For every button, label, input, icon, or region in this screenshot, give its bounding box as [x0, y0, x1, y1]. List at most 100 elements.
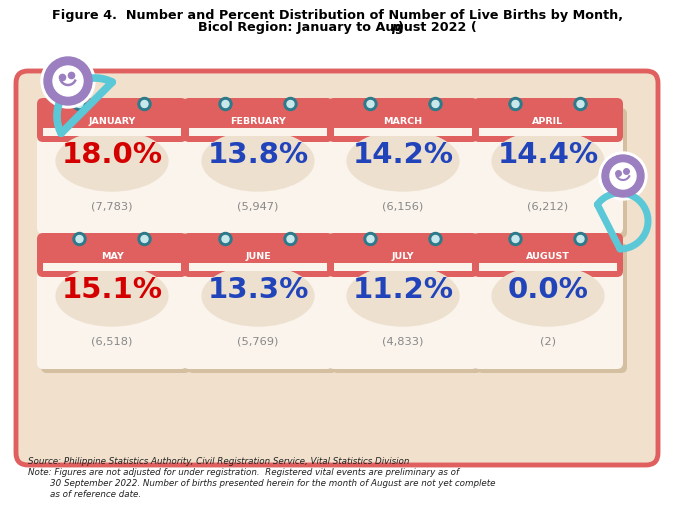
Bar [43, 245, 181, 263]
Circle shape [219, 98, 232, 110]
Circle shape [577, 236, 584, 243]
Text: as of reference date.: as of reference date. [28, 490, 141, 499]
Circle shape [432, 236, 439, 243]
Circle shape [222, 101, 229, 107]
FancyBboxPatch shape [183, 239, 333, 369]
Text: 14.2%: 14.2% [352, 141, 454, 169]
Text: (6,518): (6,518) [91, 336, 133, 346]
Bar [189, 245, 327, 263]
Text: 0.0%: 0.0% [508, 276, 589, 304]
Circle shape [610, 163, 636, 189]
FancyBboxPatch shape [41, 108, 191, 238]
Bar [189, 110, 327, 128]
FancyBboxPatch shape [328, 239, 478, 369]
Circle shape [73, 98, 86, 110]
Circle shape [574, 98, 587, 110]
FancyBboxPatch shape [41, 243, 191, 373]
FancyBboxPatch shape [187, 243, 337, 373]
Text: 30 September 2022. Number of births presented herein for the month of August are: 30 September 2022. Number of births pres… [28, 478, 495, 487]
Text: ): ) [398, 20, 404, 34]
Circle shape [76, 101, 83, 107]
Bar [479, 128, 617, 136]
Text: Bicol Region: January to August 2022 (: Bicol Region: January to August 2022 ( [198, 20, 477, 34]
Bar [479, 263, 617, 271]
Circle shape [138, 233, 151, 245]
Circle shape [53, 66, 83, 96]
FancyBboxPatch shape [332, 108, 482, 238]
Text: (5,769): (5,769) [238, 336, 279, 346]
Circle shape [512, 236, 519, 243]
Ellipse shape [55, 130, 169, 192]
FancyBboxPatch shape [37, 233, 187, 277]
Text: 13.8%: 13.8% [207, 141, 308, 169]
Text: Source: Philippine Statistics Authority, Civil Registration Service, Vital Stati: Source: Philippine Statistics Authority,… [28, 456, 409, 466]
Text: (4,833): (4,833) [382, 336, 424, 346]
Ellipse shape [491, 265, 605, 327]
Text: FEBRUARY: FEBRUARY [230, 117, 286, 126]
FancyBboxPatch shape [473, 233, 623, 277]
Circle shape [429, 233, 442, 245]
Bar [334, 110, 472, 128]
Text: 14.4%: 14.4% [497, 141, 599, 169]
Text: JULY: JULY [392, 251, 414, 261]
Circle shape [432, 101, 439, 107]
Circle shape [599, 152, 647, 200]
Text: (2): (2) [540, 336, 556, 346]
FancyBboxPatch shape [473, 104, 623, 234]
FancyBboxPatch shape [473, 239, 623, 369]
Text: MAY: MAY [101, 251, 124, 261]
Text: 11.2%: 11.2% [352, 276, 454, 304]
Circle shape [44, 57, 92, 105]
Bar [43, 263, 181, 271]
Circle shape [602, 155, 644, 197]
Bar [189, 263, 327, 271]
Circle shape [284, 233, 297, 245]
Text: 15.1%: 15.1% [61, 276, 163, 304]
Circle shape [364, 233, 377, 245]
Circle shape [574, 233, 587, 245]
Circle shape [509, 98, 522, 110]
Text: APRIL: APRIL [533, 117, 564, 126]
Circle shape [138, 98, 151, 110]
Ellipse shape [201, 130, 315, 192]
FancyBboxPatch shape [328, 104, 478, 234]
Circle shape [429, 98, 442, 110]
Ellipse shape [346, 130, 460, 192]
Text: MARCH: MARCH [383, 117, 423, 126]
FancyBboxPatch shape [183, 233, 333, 277]
Circle shape [222, 236, 229, 243]
Text: Figure 4.  Number and Percent Distribution of Number of Live Births by Month,: Figure 4. Number and Percent Distributio… [51, 9, 622, 21]
Bar [479, 110, 617, 128]
Bar [479, 245, 617, 263]
Text: (7,783): (7,783) [91, 201, 133, 211]
Text: 13.3%: 13.3% [207, 276, 308, 304]
Text: AUGUST: AUGUST [526, 251, 570, 261]
FancyBboxPatch shape [37, 104, 187, 234]
Text: JUNE: JUNE [245, 251, 271, 261]
Bar [43, 128, 181, 136]
Circle shape [367, 101, 374, 107]
Text: Note: Figures are not adjusted for under registration.  Registered vital events : Note: Figures are not adjusted for under… [28, 468, 459, 476]
Text: 18.0%: 18.0% [61, 141, 163, 169]
FancyBboxPatch shape [187, 108, 337, 238]
Bar [43, 110, 181, 128]
Circle shape [287, 236, 294, 243]
FancyBboxPatch shape [473, 98, 623, 142]
Circle shape [577, 101, 584, 107]
FancyBboxPatch shape [183, 98, 333, 142]
Circle shape [76, 236, 83, 243]
Circle shape [219, 233, 232, 245]
FancyBboxPatch shape [328, 233, 478, 277]
Bar [189, 128, 327, 136]
Circle shape [141, 236, 148, 243]
Text: (5,947): (5,947) [238, 201, 279, 211]
Bar [334, 128, 472, 136]
Circle shape [141, 101, 148, 107]
FancyBboxPatch shape [16, 71, 658, 465]
Text: JANUARY: JANUARY [88, 117, 136, 126]
Bar [334, 245, 472, 263]
Circle shape [364, 98, 377, 110]
Ellipse shape [55, 265, 169, 327]
FancyBboxPatch shape [332, 243, 482, 373]
FancyBboxPatch shape [37, 239, 187, 369]
